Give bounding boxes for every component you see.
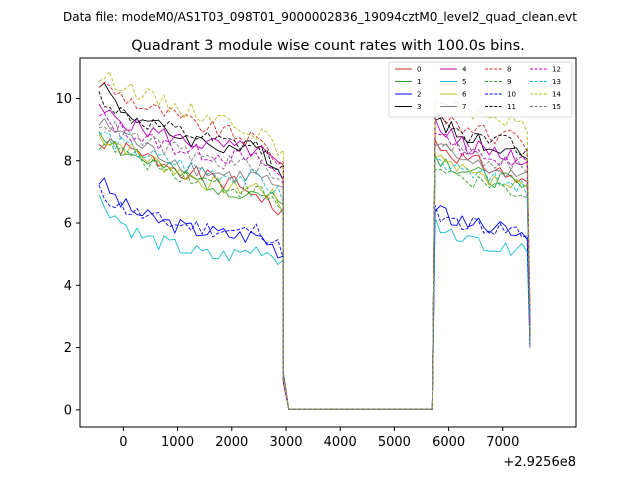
x-tick-label: 3000	[269, 435, 302, 450]
x-tick-label: 2000	[215, 435, 248, 450]
x-tick-label: 4000	[324, 435, 357, 450]
legend-label-3: 3	[417, 103, 421, 111]
legend-label-7: 7	[462, 103, 466, 111]
x-tick-label: 1000	[161, 435, 194, 450]
series-line-9	[98, 139, 531, 410]
series-line-5	[98, 194, 531, 410]
series-line-2	[98, 177, 531, 410]
legend-label-4: 4	[462, 66, 467, 74]
chart-title: Quadrant 3 module wise count rates with …	[131, 38, 525, 54]
legend-label-5: 5	[462, 78, 466, 86]
legend-label-12: 12	[552, 66, 561, 74]
y-tick-label: 0	[64, 403, 72, 418]
y-axis: 0 2 4 6 8 10	[55, 92, 80, 418]
legend-label-15: 15	[552, 103, 561, 111]
x-tick-label: 0	[119, 435, 127, 450]
plot-frame	[79, 57, 577, 428]
legend-label-13: 13	[552, 78, 561, 86]
legend-frame	[388, 61, 573, 118]
legend-label-9: 9	[507, 78, 511, 86]
x-axis-offset-label: +2.9256e8	[503, 455, 576, 470]
legend-label-2: 2	[417, 91, 421, 99]
series-line-0	[98, 138, 531, 410]
y-tick-label: 8	[64, 154, 72, 169]
legend-label-1: 1	[417, 78, 421, 86]
x-tick-label: 6000	[432, 435, 465, 450]
series-line-3	[98, 82, 531, 410]
series-line-8	[98, 81, 531, 410]
legend-label-6: 6	[462, 91, 467, 99]
plot-area	[79, 57, 577, 428]
y-tick-label: 10	[55, 92, 72, 107]
series-layer	[98, 71, 531, 410]
series-line-6	[98, 134, 531, 410]
legend-label-0: 0	[417, 66, 421, 74]
legend-label-8: 8	[507, 66, 511, 74]
legend-label-14: 14	[552, 91, 561, 99]
legend-label-11: 11	[507, 103, 516, 111]
series-line-12	[98, 112, 531, 410]
y-tick-label: 2	[64, 341, 72, 356]
series-line-11	[98, 91, 531, 410]
x-tick-label: 7000	[486, 435, 519, 450]
legend-label-10: 10	[507, 91, 516, 99]
x-tick-label: 5000	[378, 435, 411, 450]
series-line-15	[98, 120, 531, 410]
series-line-10	[98, 184, 531, 410]
y-tick-label: 6	[64, 217, 72, 232]
chart-supertitle: Data file: modeM0/AS1T03_098T01_90000028…	[63, 10, 577, 24]
series-line-13	[98, 132, 531, 410]
series-line-7	[98, 118, 531, 410]
series-line-4	[98, 104, 531, 410]
x-axis: 0 1000 2000 3000 4000 5000 6000 7000	[119, 427, 519, 450]
y-tick-label: 4	[64, 279, 72, 294]
